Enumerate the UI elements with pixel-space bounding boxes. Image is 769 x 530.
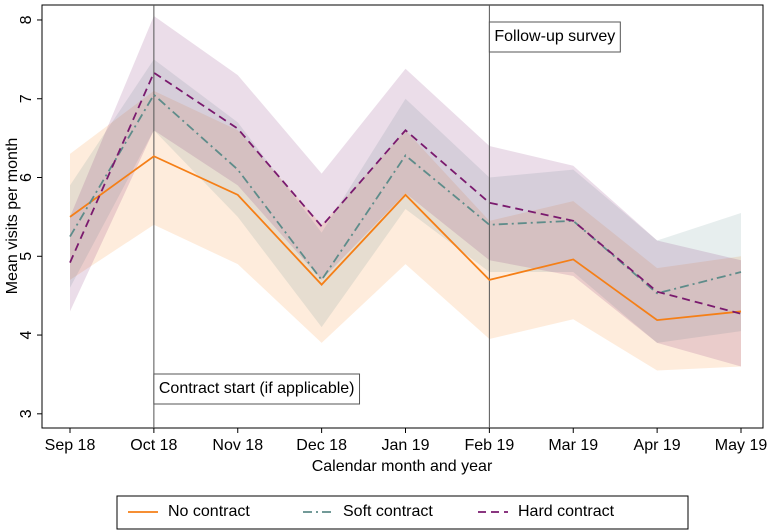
annotation-text: Follow-up survey xyxy=(494,28,615,45)
legend-label: Soft contract xyxy=(343,503,433,520)
series-line xyxy=(69,71,742,315)
x-tick-label: May 19 xyxy=(715,437,768,454)
x-tick-label: Apr 19 xyxy=(634,437,681,454)
confidence-band xyxy=(70,59,741,343)
y-tick-label: 4 xyxy=(18,331,35,340)
x-tick-label: Nov 18 xyxy=(212,437,263,454)
x-tick-label: Sep 18 xyxy=(45,437,96,454)
y-tick-label: 5 xyxy=(18,252,35,261)
confidence-band xyxy=(70,90,741,371)
y-tick-label: 3 xyxy=(18,409,35,418)
y-axis-label: Mean visits per month xyxy=(4,138,21,295)
y-tick-label: 6 xyxy=(18,173,35,182)
x-axis-label: Calendar month and year xyxy=(312,458,493,475)
x-tick-label: Jan 19 xyxy=(381,437,429,454)
confidence-band xyxy=(70,16,741,367)
series-line xyxy=(69,155,742,322)
annotation-box xyxy=(153,373,361,405)
legend-label: No contract xyxy=(168,503,250,520)
x-tick-label: Oct 18 xyxy=(130,437,177,454)
plot-frame xyxy=(41,4,764,429)
x-tick-label: Dec 18 xyxy=(296,437,347,454)
legend-label: Hard contract xyxy=(518,503,615,520)
annotation-box xyxy=(488,21,621,53)
y-tick-label: 7 xyxy=(18,94,35,103)
legend-box xyxy=(116,495,689,530)
y-tick-label: 8 xyxy=(18,15,35,24)
x-tick-label: Feb 19 xyxy=(464,437,514,454)
annotation-text: Contract start (if applicable) xyxy=(159,380,355,397)
series-line xyxy=(69,93,742,295)
x-tick-label: Mar 19 xyxy=(548,437,598,454)
